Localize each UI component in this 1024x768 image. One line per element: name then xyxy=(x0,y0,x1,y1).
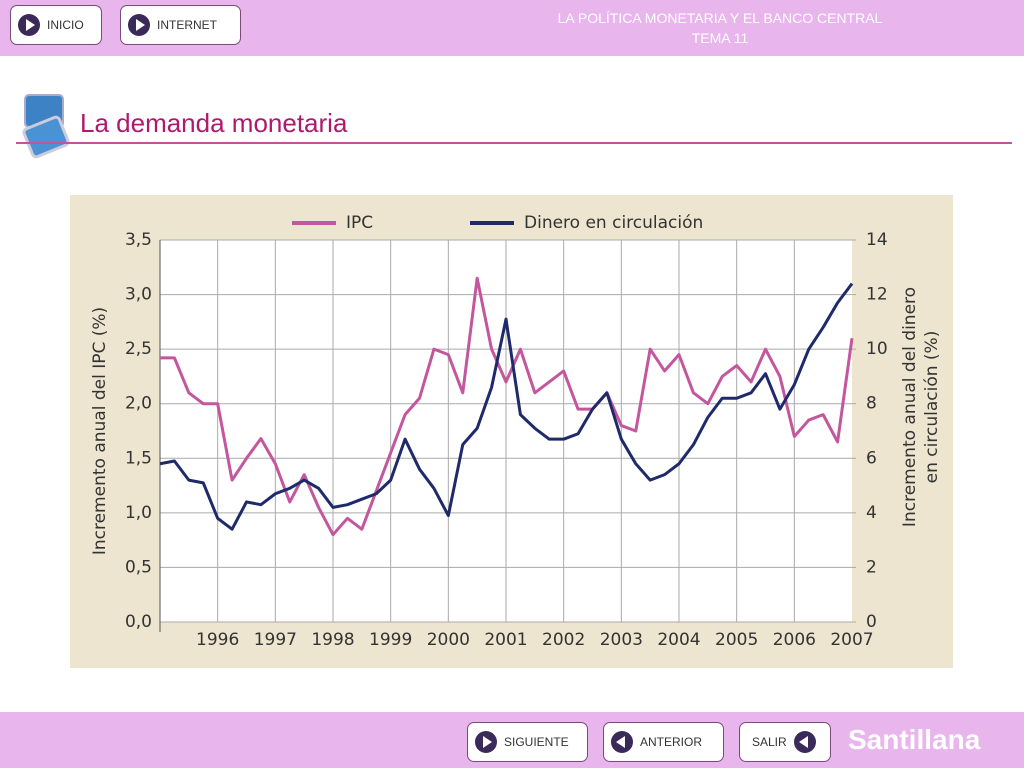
icon xyxy=(611,731,633,753)
y2-axis-label: en circulación (%) xyxy=(922,331,942,484)
x-tick-label: 2004 xyxy=(657,630,700,650)
legend-label: Dinero en circulación xyxy=(524,213,703,233)
inicio-button[interactable]: INICIO xyxy=(10,5,102,45)
y-tick-label: 1,0 xyxy=(125,503,152,523)
y2-tick-label: 8 xyxy=(866,394,877,414)
x-tick-label: 1996 xyxy=(196,630,239,650)
y-tick-label: 2,0 xyxy=(125,394,152,414)
y-tick-label: 0,5 xyxy=(125,557,152,577)
icon xyxy=(18,14,40,36)
y2-tick-label: 14 xyxy=(866,230,888,250)
x-tick-label: 2006 xyxy=(773,630,816,650)
x-tick-label: 2005 xyxy=(715,630,758,650)
brand: Santillana xyxy=(848,724,981,755)
button-label: INTERNET xyxy=(157,18,217,32)
y-tick-label: 2,5 xyxy=(125,339,152,359)
x-tick-label: 2003 xyxy=(600,630,643,650)
anterior-button[interactable]: ANTERIOR xyxy=(603,722,724,762)
x-tick-label: 2007 xyxy=(830,630,873,650)
y-tick-label: 3,5 xyxy=(125,230,152,250)
title-line: TEMA 11 xyxy=(691,30,749,46)
series-line xyxy=(160,276,854,537)
footer: SIGUIENTE ANTERIOR SALIR Santillana xyxy=(0,712,1024,768)
button-label: INICIO xyxy=(47,18,84,32)
y-axis-label: Incremento anual del IPC (%) xyxy=(90,307,110,555)
x-tick-label: 2000 xyxy=(427,630,470,650)
section-title: La demanda monetaria xyxy=(80,108,348,138)
series-line xyxy=(159,282,854,531)
y2-tick-label: 4 xyxy=(866,503,877,523)
icon xyxy=(475,731,497,753)
siguiente-button[interactable]: SIGUIENTE xyxy=(467,722,588,762)
chart: 0,0 0,5 1,0 1,5 2,0 2,5 3,0 3,5 0 2 4 6 8 10 12 14 1996 1… xyxy=(70,195,953,668)
section-rule xyxy=(16,142,1012,144)
y2-tick-label: 2 xyxy=(866,557,877,577)
x-tick-label: 2002 xyxy=(542,630,585,650)
y2-tick-label: 6 xyxy=(866,448,877,468)
button-label: SALIR xyxy=(752,735,787,749)
internet-button[interactable]: INTERNET xyxy=(120,5,241,45)
y-tick-label: 3,0 xyxy=(125,285,152,305)
section-icon xyxy=(22,94,70,159)
icon xyxy=(128,14,150,36)
legend-label: IPC xyxy=(346,213,373,233)
button-label: SIGUIENTE xyxy=(504,735,569,749)
title-line: LA POLÍTICA MONETARIA Y EL BANCO CENTRAL xyxy=(557,10,883,26)
y2-axis-label: Incremento anual del dinero xyxy=(900,287,920,527)
header-title: LA POLÍTICA MONETARIA Y EL BANCO CENTRAL… xyxy=(480,8,960,48)
salir-button[interactable]: SALIR xyxy=(739,722,831,762)
button-label: ANTERIOR xyxy=(640,735,703,749)
y-tick-label: 1,5 xyxy=(125,448,152,468)
y2-tick-label: 0 xyxy=(866,612,877,632)
icon xyxy=(793,731,816,753)
x-tick-label: 1998 xyxy=(311,630,354,650)
x-tick-label: 1997 xyxy=(254,630,297,650)
x-tick-label: 1999 xyxy=(369,630,412,650)
y-tick-label: 0,0 xyxy=(125,612,152,632)
x-tick-label: 2001 xyxy=(484,630,527,650)
header: INICIO INTERNET LA POLÍTICA MONETARIA Y … xyxy=(0,0,1024,56)
y2-tick-label: 12 xyxy=(866,285,888,305)
y2-tick-label: 10 xyxy=(866,339,888,359)
